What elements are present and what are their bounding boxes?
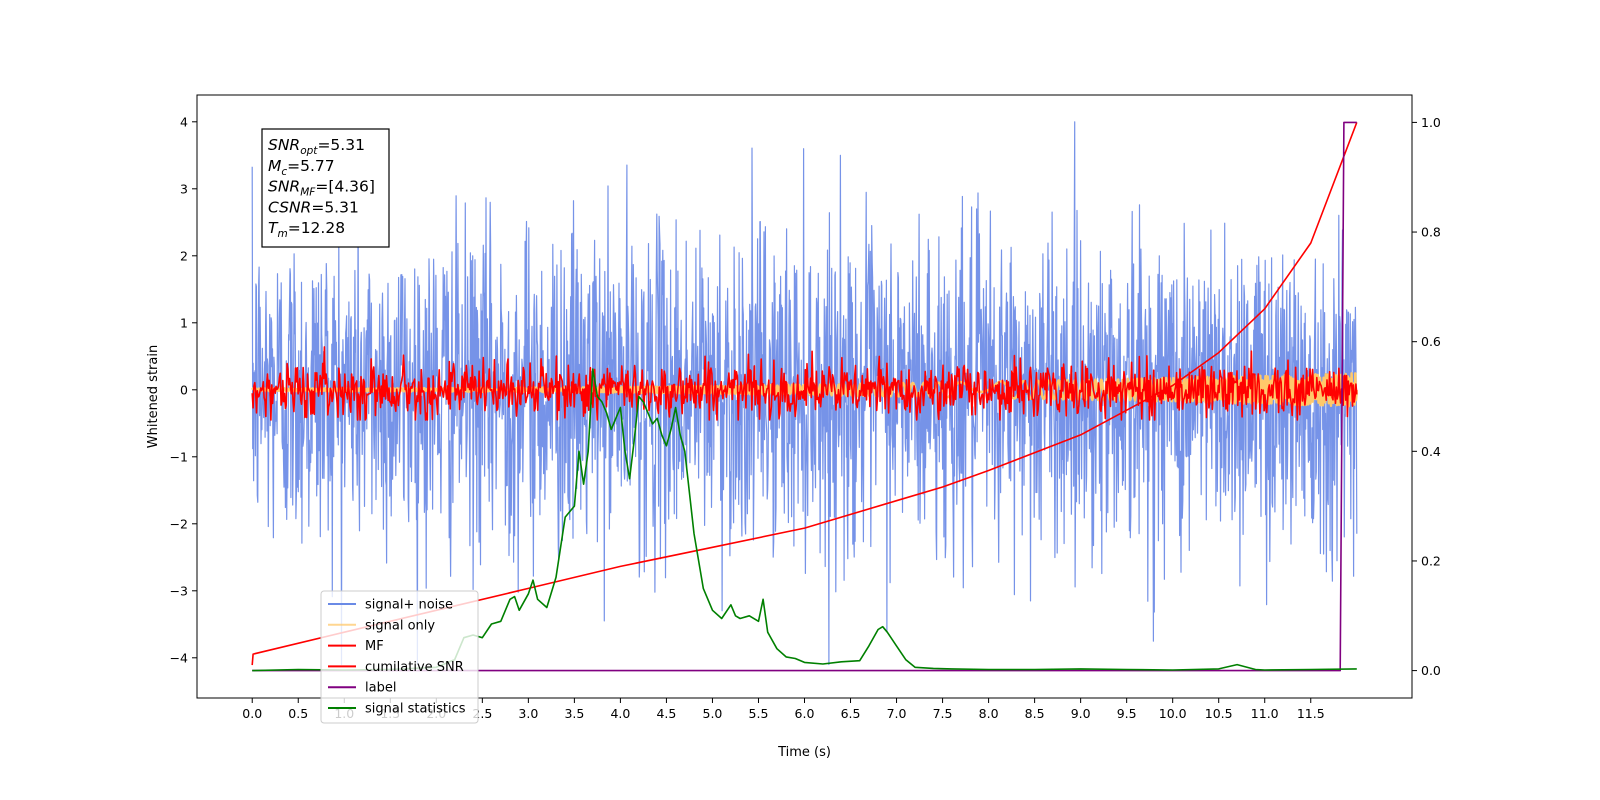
legend-label: signal statistics [365,702,466,717]
series-line-2 [251,346,1358,421]
y-axis-left: 4 3 2 1 0 −1 −2 −3 −4 [170,114,197,665]
annotation-subscript: c [281,166,287,178]
annotation-value: =[4.36] [315,178,375,196]
annotation-symbol: CSNR [268,198,311,216]
x-tick-label: 10.0 [1159,706,1187,721]
annotation-symbol: T [268,219,279,237]
y-tick-label: −1 [170,449,188,464]
annotation-line: Mc=5.77 [268,157,335,178]
x-tick-label: 9.5 [1117,706,1137,721]
y2-tick-label: 0.8 [1421,225,1441,240]
annotation-symbol: SNR [268,178,300,196]
y-axis-right: 1.0 0.8 0.6 0.4 0.2 0.0 [1412,115,1441,678]
annotation-line: SNRMF=[4.36] [268,178,375,199]
x-tick-label: 11.0 [1251,706,1279,721]
y2-tick-label: 0.4 [1421,444,1441,459]
noise-layer [251,121,1358,666]
x-tick-label: 4.0 [610,706,630,721]
y-tick-label: −4 [170,650,188,665]
y-tick-label: 4 [180,114,188,129]
annotation-subscript: opt [300,145,318,157]
annotation-value: =12.28 [288,219,345,237]
legend-frame [320,590,479,724]
annotation-frame [261,128,390,248]
x-tick-label: 5.5 [749,706,769,721]
x-tick-label: 0.5 [288,706,308,721]
x-tick-label: 6.0 [795,706,815,721]
y2-tick-label: 0.0 [1421,663,1441,678]
x-tick-label: 11.5 [1297,706,1325,721]
y2-tick-label: 1.0 [1421,115,1441,130]
annotation-line: Tm=12.28 [268,219,345,240]
legend-label: signal+ noise [365,598,453,613]
x-tick-label: 9.0 [1071,706,1091,721]
y-tick-label: 2 [180,248,188,263]
annotation-value: =5.31 [317,136,365,154]
x-tick-label: 7.5 [933,706,953,721]
x-tick-label: 0.0 [242,706,262,721]
y-tick-label: 1 [180,315,188,330]
y-tick-label: 3 [180,181,188,196]
x-axis-label: Time (s) [777,745,831,760]
annotation-subscript: m [277,228,287,240]
annotation-box: SNRopt=5.31Mc=5.77SNRMF=[4.36]CSNR=5.31T… [261,128,390,248]
series-line-0 [251,121,1358,666]
y2-tick-label: 0.2 [1421,553,1441,568]
y-axis-label: Whitened strain [146,345,161,448]
annotation-line: SNRopt=5.31 [268,136,365,157]
x-tick-label: 3.5 [564,706,584,721]
x-tick-label: 6.5 [841,706,861,721]
series-line-5 [252,368,1357,672]
legend-label: label [365,681,396,696]
annotation-value: =5.77 [287,157,335,175]
x-tick-label: 4.5 [656,706,676,721]
annotation-line: CSNR=5.31 [268,198,359,216]
x-tick-label: 5.0 [703,706,723,721]
annotation-symbol: M [268,157,281,175]
legend-label: MF [365,639,384,654]
x-tick-label: 8.0 [979,706,999,721]
y2-tick-label: 0.6 [1421,334,1441,349]
x-tick-label: 10.5 [1205,706,1233,721]
annotation-subscript: MF [300,187,316,199]
y-tick-label: −2 [170,516,188,531]
y-tick-label: −3 [170,583,188,598]
x-tick-label: 3.0 [518,706,538,721]
annotation-value: =5.31 [311,198,359,216]
y-tick-label: 0 [180,382,188,397]
legend-label: cumilative SNR [365,660,464,675]
legend-label: signal only [365,618,435,633]
legend: signal+ noise signal only MF cumilative SNR… [320,590,479,724]
x-tick-label: 8.5 [1025,706,1045,721]
annotation-symbol: SNR [268,136,300,154]
x-tick-label: 7.0 [887,706,907,721]
series-line-4 [252,121,1357,672]
